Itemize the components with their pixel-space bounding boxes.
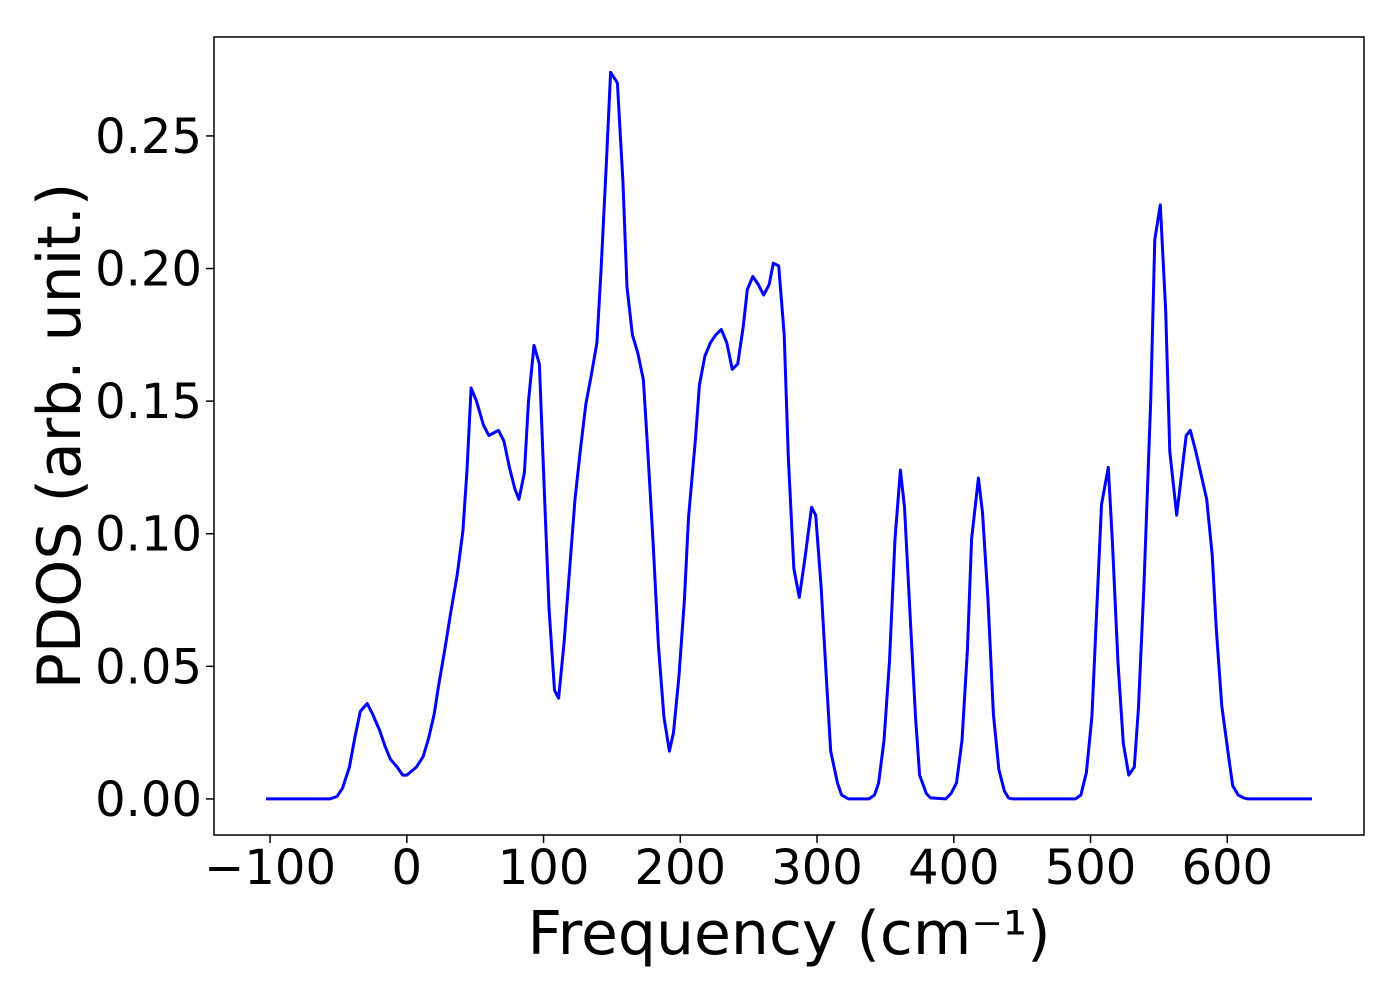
x-tick-label: 500 xyxy=(1045,840,1137,896)
data-line xyxy=(266,70,1312,801)
y-tick-label: 0.15 xyxy=(95,374,202,430)
plot-frame xyxy=(213,36,1365,836)
x-tick-label: 0 xyxy=(392,840,423,896)
y-tick-label: 0.05 xyxy=(95,639,202,695)
x-tick-label: 200 xyxy=(634,840,726,896)
y-tick-label: 0.00 xyxy=(95,772,202,828)
y-axis-label: PDOS (arb. unit.) xyxy=(25,183,95,690)
x-tick-label: 100 xyxy=(498,840,590,896)
x-axis-label: Frequency (cm⁻¹) xyxy=(527,899,1050,969)
y-tick-label: 0.10 xyxy=(95,507,202,563)
x-tick-label: 400 xyxy=(908,840,1000,896)
y-tick-label: 0.25 xyxy=(95,109,202,165)
x-tick-label: 300 xyxy=(771,840,863,896)
x-tick-label: −100 xyxy=(204,840,336,896)
x-tick-label: 600 xyxy=(1181,840,1273,896)
y-tick-label: 0.20 xyxy=(95,242,202,298)
